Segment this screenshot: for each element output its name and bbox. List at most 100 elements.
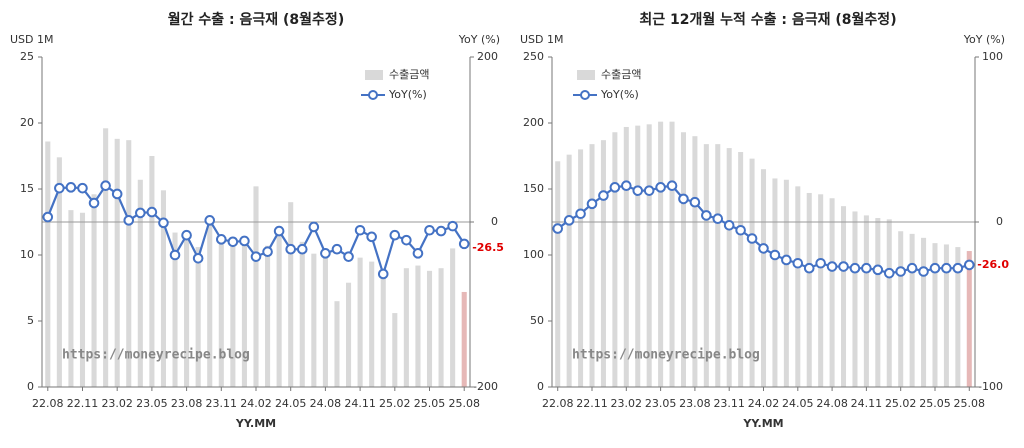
bar xyxy=(230,239,236,387)
y-tick-label: 100 xyxy=(523,248,544,261)
bar xyxy=(126,140,132,387)
bar xyxy=(658,121,664,388)
bar xyxy=(299,241,305,387)
x-tick-label: 24.05 xyxy=(782,397,814,410)
bar xyxy=(909,233,915,387)
bar xyxy=(438,268,444,387)
legend-marker xyxy=(580,90,590,100)
marker xyxy=(849,262,861,274)
marker xyxy=(42,211,54,223)
bar xyxy=(841,206,847,387)
y2-tick-label: 0 xyxy=(996,215,1003,228)
x-tick-label: 24.02 xyxy=(748,397,780,410)
marker xyxy=(689,196,701,208)
marker xyxy=(366,231,377,243)
bar xyxy=(380,274,386,387)
x-tick-label: 24.11 xyxy=(851,397,883,410)
marker xyxy=(712,213,724,224)
x-tick-label: 24.11 xyxy=(344,397,376,410)
marker xyxy=(158,217,169,229)
bar xyxy=(943,244,949,387)
bar xyxy=(806,192,812,387)
annotation: -26.5 xyxy=(472,241,504,254)
marker xyxy=(861,262,872,274)
marker xyxy=(872,264,884,276)
bar xyxy=(253,186,259,387)
marker xyxy=(135,207,146,219)
marker xyxy=(146,206,158,218)
marker xyxy=(227,236,239,248)
legend-swatch xyxy=(365,70,383,80)
marker xyxy=(169,249,181,261)
bar xyxy=(56,157,62,387)
bar xyxy=(79,212,86,387)
x-tick-label: 24.08 xyxy=(816,397,848,410)
x-tick-label: 25.08 xyxy=(954,397,986,410)
marker xyxy=(781,254,792,266)
bar xyxy=(726,148,732,387)
bar xyxy=(461,291,467,387)
y2-tick-label: 200 xyxy=(477,50,498,63)
bar xyxy=(137,179,143,387)
marker xyxy=(401,234,412,246)
marker xyxy=(285,243,297,255)
bar xyxy=(149,156,155,387)
bar xyxy=(207,222,213,387)
marker xyxy=(354,224,366,236)
bar xyxy=(160,190,167,387)
x-tick-label: 24.02 xyxy=(240,397,272,410)
bar xyxy=(760,169,767,387)
marker xyxy=(250,251,262,262)
bar xyxy=(426,270,433,387)
bar xyxy=(772,178,778,387)
bar xyxy=(715,144,721,387)
x-axis-label: YY.MM xyxy=(742,417,783,430)
bar xyxy=(921,237,927,387)
marker xyxy=(838,261,849,272)
marker xyxy=(320,248,331,259)
bar xyxy=(103,128,109,387)
bar xyxy=(886,219,892,387)
x-tick-label: 25.08 xyxy=(448,397,480,410)
x-tick-label: 25.05 xyxy=(919,397,951,410)
watermark: https://moneyrecipe.blog xyxy=(62,348,250,363)
watermark: https://moneyrecipe.blog xyxy=(572,348,760,363)
bar xyxy=(288,202,294,387)
y-tick-label: 0 xyxy=(27,380,34,393)
marker xyxy=(181,229,192,241)
marker xyxy=(77,182,88,194)
x-tick-label: 24.08 xyxy=(310,397,342,410)
marker xyxy=(758,243,769,254)
bar xyxy=(612,132,618,387)
bar xyxy=(345,282,352,387)
bar xyxy=(703,144,709,387)
bar xyxy=(600,140,606,387)
y-tick-label: 5 xyxy=(27,314,34,327)
x-tick-label: 22.11 xyxy=(576,397,608,410)
bar xyxy=(334,301,340,387)
bar xyxy=(875,218,881,387)
x-tick-label: 22.08 xyxy=(32,397,64,410)
marker xyxy=(296,243,308,255)
bar xyxy=(195,247,201,387)
marker xyxy=(123,215,135,226)
y2-tick-label: 0 xyxy=(491,215,498,228)
marker xyxy=(815,257,826,269)
bar xyxy=(357,257,363,387)
y2-tick-label: 100 xyxy=(982,50,1003,63)
marker xyxy=(239,235,250,247)
bar xyxy=(589,144,595,387)
marker xyxy=(952,262,964,274)
marker xyxy=(54,182,65,194)
x-tick-label: 23.11 xyxy=(713,397,745,410)
marker xyxy=(621,180,632,191)
legend-label: 수출금액 xyxy=(601,68,641,81)
marker xyxy=(598,190,609,201)
bar xyxy=(276,228,282,387)
marker xyxy=(666,180,678,191)
y2-tick-label: -100 xyxy=(978,380,1003,393)
bar xyxy=(932,243,938,387)
x-axis-label: YY.MM xyxy=(235,417,276,430)
x-tick-label: 23.11 xyxy=(206,397,238,410)
marker xyxy=(331,243,343,255)
